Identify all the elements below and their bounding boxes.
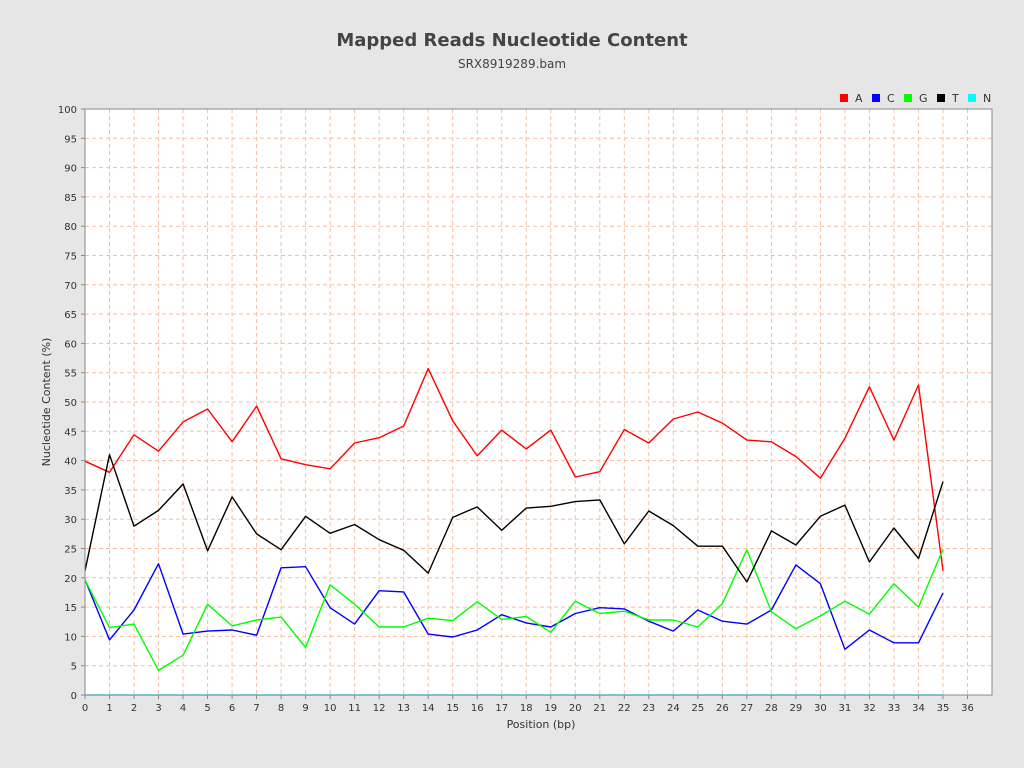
chart-title: Mapped Reads Nucleotide Content [336,30,688,51]
x-tick-label: 22 [618,703,631,714]
x-tick-label: 25 [691,703,704,714]
x-tick-label: 24 [667,703,680,714]
x-tick-label: 30 [814,703,827,714]
y-tick-label: 40 [64,457,77,468]
x-tick-label: 33 [888,703,901,714]
x-tick-label: 1 [106,703,112,714]
x-tick-label: 6 [229,703,235,714]
x-tick-label: 31 [839,703,852,714]
x-tick-label: 32 [863,703,876,714]
y-tick-label: 75 [64,252,77,263]
y-tick-label: 60 [64,339,77,350]
y-tick-label: 20 [64,574,77,585]
x-tick-label: 36 [961,703,974,714]
x-tick-label: 0 [82,703,88,714]
x-tick-label: 28 [765,703,778,714]
y-tick-label: 85 [64,193,77,204]
legend-label-g: G [919,92,928,105]
legend-swatch-n [968,94,976,102]
series-line-c [84,563,944,650]
x-tick-label: 17 [495,703,508,714]
x-tick-label: 5 [204,703,210,714]
x-tick-label: 23 [642,703,655,714]
legend-swatch-t [937,94,945,102]
x-tick-label: 12 [373,703,386,714]
legend-label-c: C [887,92,895,105]
x-tick-label: 35 [937,703,950,714]
x-tick-label: 10 [324,703,337,714]
legend-label-n: N [983,92,991,105]
x-tick-label: 2 [131,703,137,714]
x-tick-label: 26 [716,703,729,714]
x-tick-label: 7 [253,703,259,714]
x-axis-title: Position (bp) [507,718,576,731]
y-tick-label: 80 [64,222,77,233]
y-tick-label: 35 [64,486,77,497]
x-tick-label: 13 [397,703,410,714]
x-tick-label: 29 [790,703,803,714]
series-line-a [84,367,944,571]
plot-area [85,109,992,695]
y-tick-label: 45 [64,427,77,438]
y-tick-label: 25 [64,545,77,556]
x-tick-label: 9 [302,703,308,714]
y-tick-label: 90 [64,164,77,175]
axes: 0 1 2 3 4 5 6 7 8 9 10 11 12 13 14 15 16 17 18 19 20 21 22 23 24… [58,105,974,714]
chart-subtitle: SRX8919289.bam [457,57,567,71]
legend-swatch-c [872,94,880,102]
x-tick-label: 16 [471,703,484,714]
legend-swatch-g [904,94,912,102]
x-tick-label: 3 [155,703,161,714]
y-tick-label: 5 [71,662,77,673]
y-tick-label: 10 [64,632,77,643]
x-tick-label: 4 [180,703,186,714]
y-tick-label: 100 [58,105,77,116]
x-tick-label: 15 [446,703,459,714]
y-tick-label: 95 [64,134,77,145]
y-tick-label: 15 [64,603,77,614]
y-tick-label: 30 [64,515,77,526]
series-line-t [84,454,944,583]
x-tick-label: 19 [544,703,557,714]
x-tick-label: 20 [569,703,582,714]
y-tick-label: 0 [71,691,77,702]
x-tick-label: 18 [520,703,533,714]
y-tick-label: 65 [64,310,77,321]
x-tick-label: 8 [278,703,284,714]
y-axis-title: Nucleotide Content (%) [40,338,53,467]
x-tick-label: 11 [348,703,361,714]
x-tick-label: 14 [422,703,435,714]
x-tick-label: 34 [912,703,925,714]
series-line-g [84,548,944,672]
legend-label-a: A [855,92,863,105]
x-tick-label: 21 [593,703,606,714]
legend-swatch-a [840,94,848,102]
x-tick-label: 27 [740,703,753,714]
legend-label-t: T [951,92,959,105]
y-tick-label: 50 [64,398,77,409]
y-tick-label: 70 [64,281,77,292]
y-tick-label: 55 [64,369,77,380]
